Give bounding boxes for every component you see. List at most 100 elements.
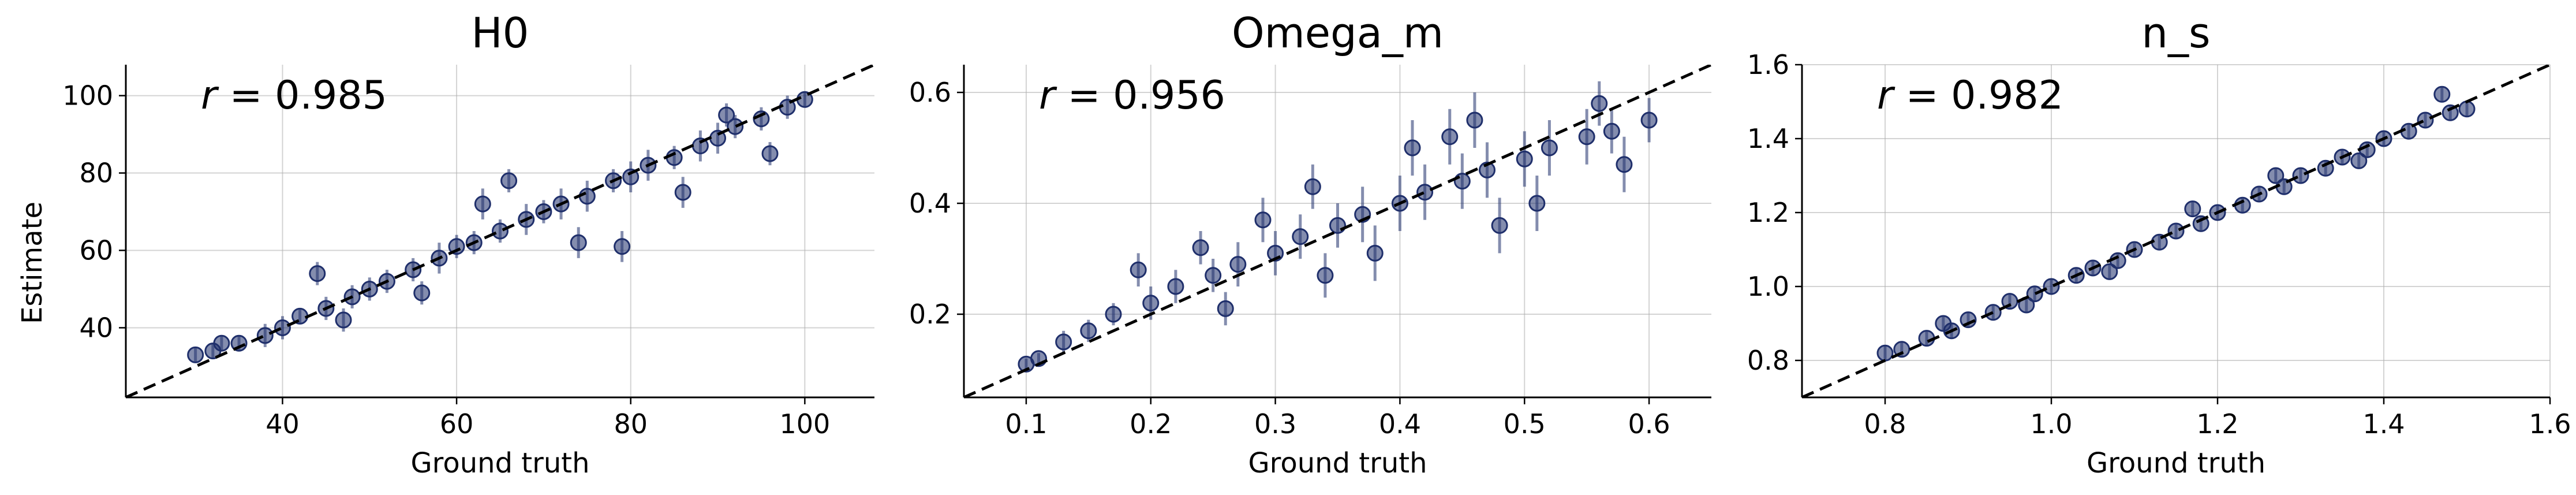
panel-title: n_s: [2141, 9, 2210, 57]
panel-2: 0.1 0.2 0.3 0.4 0.5 0.6 0.2 0.4 0.6 Omega_mr = 0.…: [909, 9, 1711, 479]
data-point: [309, 265, 326, 282]
data-point: [1453, 173, 1471, 190]
data-point: [2442, 104, 2459, 121]
data-point: [674, 184, 691, 201]
x-axis-label: Ground truth: [2087, 447, 2265, 479]
data-point: [1479, 161, 1495, 178]
y-tick-label: 1.2: [1747, 197, 1789, 228]
data-point: [1217, 300, 1234, 317]
x-axis-label: Ground truth: [1248, 447, 1427, 479]
data-point: [718, 106, 735, 124]
x-tick-label: 1.2: [2196, 408, 2238, 440]
data-point: [1541, 139, 1558, 157]
data-point: [1516, 150, 1533, 168]
data-point: [570, 234, 587, 251]
x-tick-label: 1.0: [2030, 408, 2072, 440]
data-point: [2026, 285, 2043, 303]
data-layer: [1802, 65, 2550, 397]
y-tick-label: 60: [79, 235, 113, 266]
y-tick-label: 0.4: [909, 188, 951, 219]
correlation-symbol: r: [1039, 73, 1057, 118]
x-tick-label: 60: [440, 408, 474, 440]
x-tick-label: 0.4: [1379, 408, 1421, 440]
y-axis-label: Estimate: [16, 202, 48, 324]
data-point: [1205, 267, 1222, 284]
data-point: [622, 168, 640, 185]
data-point: [2317, 159, 2334, 177]
data-point: [2184, 200, 2201, 218]
data-point: [2167, 222, 2185, 240]
data-point: [474, 195, 491, 213]
data-point: [1192, 239, 1209, 256]
y-tick-label: 100: [62, 80, 113, 111]
y-tick-label: 1.4: [1747, 123, 1789, 154]
panel-title: H0: [472, 9, 529, 57]
data-point: [1578, 128, 1595, 146]
data-point: [1167, 278, 1184, 295]
data-point: [2433, 85, 2451, 103]
x-tick-label: 0.5: [1504, 408, 1546, 440]
data-point: [614, 238, 631, 255]
x-tick-label: 0.2: [1130, 408, 1172, 440]
correlation-value: = 0.982: [1893, 73, 2063, 118]
correlation-symbol: r: [1877, 73, 1895, 118]
data-point: [1080, 322, 1097, 340]
y-tick-label: 0.2: [909, 299, 951, 330]
data-point: [1935, 315, 1952, 332]
data-point: [2267, 167, 2285, 184]
data-point: [213, 334, 230, 352]
y-tick-label: 0.6: [909, 77, 951, 108]
y-tick-label: 40: [79, 312, 113, 343]
data-point: [1466, 111, 1483, 129]
x-tick-label: 80: [614, 408, 648, 440]
y-tick-label: 0.8: [1747, 345, 1789, 376]
data-point: [1984, 304, 2002, 321]
data-point: [1105, 306, 1122, 323]
correlation-label: r = 0.985: [201, 73, 387, 118]
panel-title: Omega_m: [1232, 9, 1444, 57]
data-point: [1317, 267, 1334, 284]
data-point: [1254, 211, 1272, 229]
data-layer: [964, 65, 1711, 397]
x-tick-label: 0.1: [1005, 408, 1047, 440]
data-point: [1304, 178, 1321, 195]
data-point: [1893, 341, 1910, 358]
data-point: [1876, 344, 1894, 362]
correlation-label: r = 0.982: [1877, 73, 2063, 118]
data-point: [500, 172, 518, 189]
data-point: [1491, 217, 1508, 234]
panel-3: 0.8 1.0 1.2 1.4 1.6 0.8 1.0 1.2 1.4 1.6 n_sr = 0.9…: [1747, 9, 2571, 479]
y-tick-label: 1.0: [1747, 271, 1789, 302]
data-point: [1591, 95, 1608, 112]
correlation-label: r = 0.956: [1039, 73, 1225, 118]
x-tick-label: 0.3: [1254, 408, 1296, 440]
x-tick-label: 40: [266, 408, 300, 440]
data-point: [1404, 139, 1421, 157]
data-point: [1329, 217, 1346, 234]
data-point: [187, 346, 204, 363]
data-point: [2350, 152, 2368, 169]
data-point: [1960, 311, 1977, 329]
data-point: [2192, 215, 2209, 232]
y-tick-label: 80: [79, 158, 113, 189]
x-tick-label: 100: [779, 408, 830, 440]
data-point: [761, 145, 779, 162]
data-point: [335, 311, 352, 329]
data-point: [1528, 195, 1546, 212]
y-tick-label: 1.6: [1747, 49, 1789, 80]
data-point: [1366, 244, 1384, 262]
data-point: [2043, 278, 2060, 295]
data-point: [256, 327, 274, 344]
correlation-value: = 0.985: [217, 73, 387, 118]
correlation-value: = 0.956: [1055, 73, 1225, 118]
x-tick-label: 1.4: [2362, 408, 2405, 440]
data-point: [1416, 184, 1434, 201]
data-point: [1142, 295, 1160, 312]
data-point: [1055, 333, 1072, 351]
panel-1: 40 60 80 100 40 60 80 100 H0 r = 0.985 Ground trut…: [62, 9, 874, 479]
x-tick-label: 0.6: [1628, 408, 1670, 440]
correlation-symbol: r: [201, 73, 219, 118]
data-point: [1640, 111, 1658, 129]
data-point: [274, 319, 291, 336]
data-point: [1441, 128, 1459, 146]
